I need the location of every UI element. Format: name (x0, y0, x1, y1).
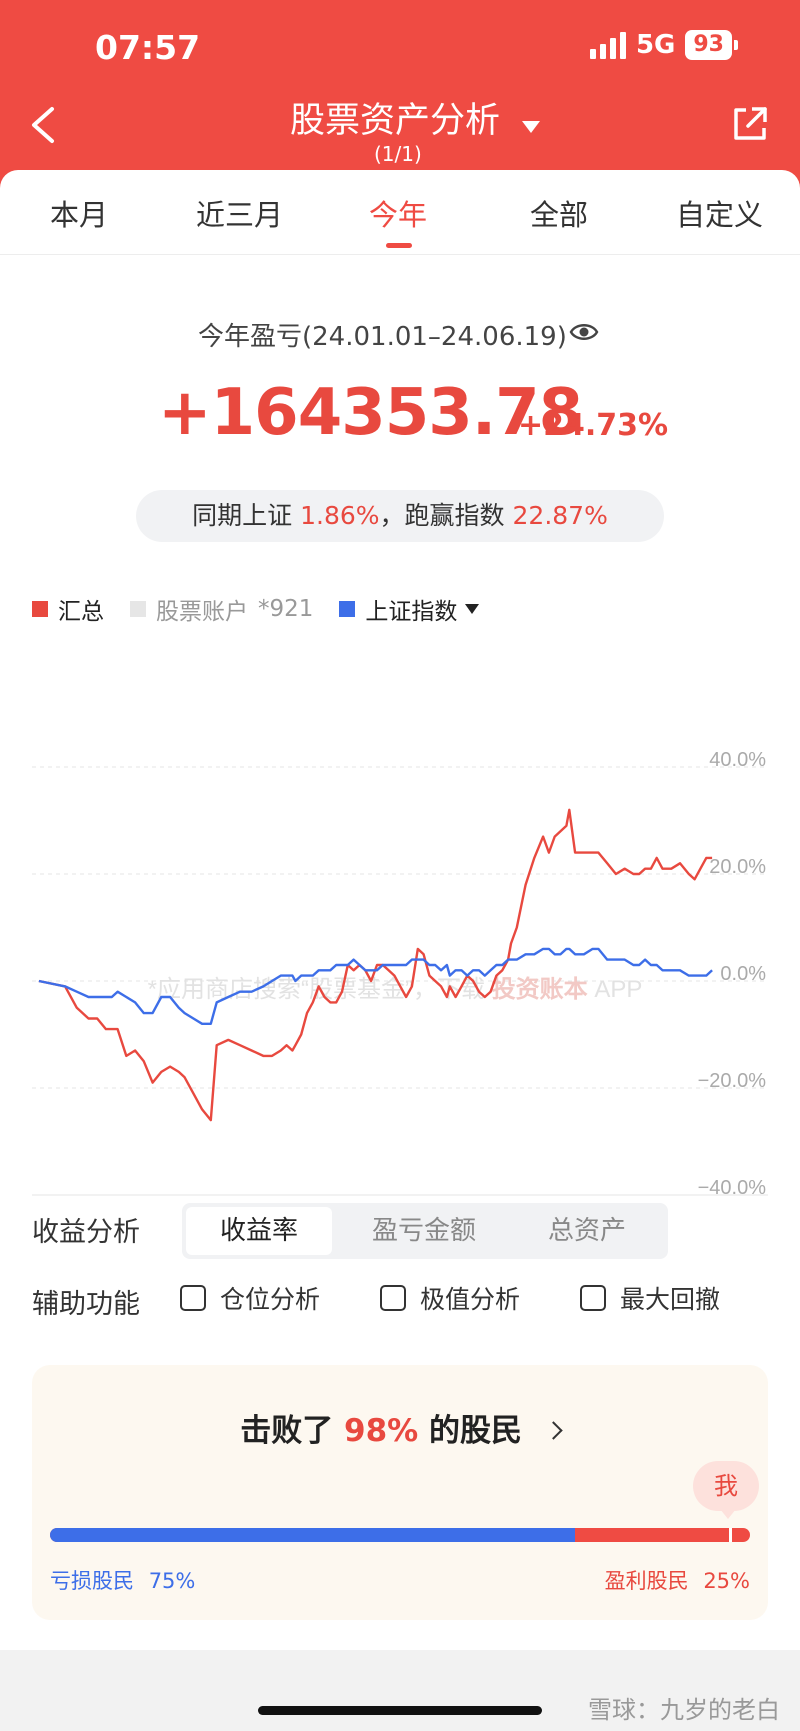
legend-swatch (130, 601, 146, 617)
tab-three-months[interactable]: 近三月 (196, 198, 284, 232)
network-label: 5G (635, 30, 676, 60)
checkbox-position-analysis[interactable]: 仓位分析 (180, 1280, 320, 1316)
battery-icon: 93 (685, 30, 738, 60)
period-label: 今年盈亏(24.01.01–24.06.19) (198, 322, 567, 352)
gain-label-text: 盈利股民 (604, 1569, 689, 1593)
rank-card[interactable]: 击败了 98% 的股民 我 亏损股民 75% 盈利股民 25% (32, 1365, 768, 1620)
checkbox-label: 最大回撤 (620, 1285, 721, 1314)
back-arrow-icon[interactable] (26, 103, 60, 147)
loss-investors: 亏损股民 75% (50, 1565, 195, 1595)
me-position-mark (729, 1528, 732, 1542)
checkbox[interactable] (580, 1285, 606, 1311)
rank-suffix: 的股民 (429, 1413, 522, 1449)
series-line-index (38, 947, 713, 1025)
beat-index-return: 22.87% (512, 501, 608, 530)
legend-label: 汇总 (58, 599, 104, 625)
aux-label: 辅助功能 (32, 1289, 140, 1320)
rank-title[interactable]: 击败了 98% 的股民 (32, 1405, 768, 1450)
eye-icon[interactable] (568, 316, 600, 348)
legend-swatch (339, 601, 356, 617)
legend-stock-account[interactable]: 股票账户 *921 (130, 592, 313, 626)
series-line-total (38, 808, 713, 1122)
legend-swatch (32, 601, 48, 617)
return-chart[interactable]: *应用商店搜索“股票基金”，下载 投资账本 APP 40.0% 20.0% 0.0%… (0, 645, 800, 1205)
checkbox-label: 仓位分析 (220, 1285, 321, 1314)
chart-watermark: *应用商店搜索“股票基金”，下载 投资账本 APP (148, 976, 643, 1003)
battery-level: 93 (685, 30, 732, 60)
legend-dropdown-icon[interactable] (465, 604, 480, 614)
seg-total-assets[interactable]: 总资产 (547, 1216, 626, 1246)
index-return: 1.86% (300, 501, 380, 530)
analysis-label: 收益分析 (32, 1217, 140, 1248)
gain-investors: 盈利股民 25% (605, 1565, 750, 1595)
tab-custom[interactable]: 自定义 (676, 198, 764, 232)
y-tick-label: 20.0% (709, 856, 766, 878)
page-counter: (1/1) (374, 142, 422, 166)
period-tabs: 本月 近三月 今年 全部 自定义 (0, 170, 800, 255)
legend-suffix: *921 (258, 596, 314, 622)
me-marker: 我 (693, 1461, 759, 1511)
index-comparison: 同期上证 1.86%，跑赢指数 22.87% (136, 490, 664, 542)
legend-total[interactable]: 汇总 (32, 592, 104, 626)
home-indicator (258, 1706, 542, 1715)
page-title[interactable]: 股票资产分析 (290, 101, 501, 141)
tab-all[interactable]: 全部 (530, 198, 589, 232)
status-indicators: 5G 93 (589, 30, 738, 60)
chevron-right-icon (544, 1421, 563, 1440)
chart-legend: 汇总 股票账户 *921 上证指数 (32, 592, 505, 626)
compare-prefix: 同期上证 (192, 501, 293, 530)
active-tab-indicator (386, 243, 412, 248)
legend-label: 股票账户 (156, 599, 248, 625)
compare-mid: ，跑赢指数 (379, 501, 505, 530)
gain-percent: 25% (703, 1569, 750, 1593)
y-tick-label: 0.0% (720, 963, 766, 985)
status-time: 07:57 (95, 28, 201, 67)
loss-label-text: 亏损股民 (50, 1569, 134, 1593)
rank-percent: 98% (344, 1413, 419, 1449)
tab-this-month[interactable]: 本月 (50, 198, 109, 232)
rank-bar (50, 1528, 750, 1542)
y-tick-label: −40.0% (698, 1177, 767, 1199)
checkbox[interactable] (180, 1285, 206, 1311)
y-tick-label: 40.0% (709, 749, 766, 771)
loss-share-fill (50, 1528, 575, 1542)
title-dropdown-icon[interactable] (522, 121, 540, 133)
content-card: 本月 近三月 今年 全部 自定义 今年盈亏(24.01.01–24.06.19)… (0, 170, 800, 1650)
footer-watermark: 雪球：九岁的老白 (588, 1696, 780, 1724)
profit-percent: +24.73% (518, 408, 669, 443)
loss-percent: 75% (148, 1569, 196, 1593)
seg-return-rate[interactable]: 收益率 (186, 1207, 332, 1255)
header-bar: 07:57 5G 93 股票资产分析 (1/1) (0, 0, 800, 190)
share-icon[interactable] (730, 104, 770, 144)
legend-label: 上证指数 (365, 599, 458, 625)
profit-amount: +164353.78 (158, 376, 583, 450)
analysis-segmented-control: 收益率 盈亏金额 总资产 (182, 1203, 668, 1259)
y-tick-label: −20.0% (698, 1070, 767, 1092)
me-marker-tail (720, 1509, 736, 1519)
legend-shanghai-index[interactable]: 上证指数 (339, 592, 480, 626)
checkbox-label: 极值分析 (420, 1285, 521, 1314)
checkbox-max-drawdown[interactable]: 最大回撤 (580, 1280, 720, 1316)
tab-this-year[interactable]: 今年 (369, 198, 428, 232)
seg-profit-amount[interactable]: 盈亏金额 (371, 1216, 476, 1246)
checkbox-extreme-analysis[interactable]: 极值分析 (380, 1280, 520, 1316)
rank-prefix: 击败了 (240, 1413, 334, 1449)
checkbox[interactable] (380, 1285, 406, 1311)
signal-icon (589, 31, 626, 59)
